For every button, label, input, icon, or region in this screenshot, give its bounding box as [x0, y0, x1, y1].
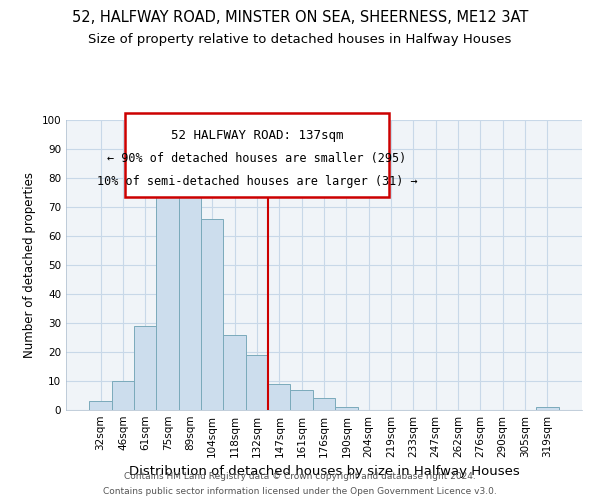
Bar [89, 402, 112, 410]
Bar [201, 218, 223, 410]
Bar [313, 398, 335, 410]
Bar [536, 407, 559, 410]
Text: 10% of semi-detached houses are larger (31) →: 10% of semi-detached houses are larger (… [97, 175, 417, 188]
Bar [335, 407, 358, 410]
Bar [157, 190, 179, 410]
Bar [134, 326, 157, 410]
Text: Contains HM Land Registry data © Crown copyright and database right 2024.: Contains HM Land Registry data © Crown c… [124, 472, 476, 481]
FancyBboxPatch shape [125, 113, 389, 197]
Bar [268, 384, 290, 410]
Text: ← 90% of detached houses are smaller (295): ← 90% of detached houses are smaller (29… [107, 152, 407, 165]
Text: Contains public sector information licensed under the Open Government Licence v3: Contains public sector information licen… [103, 487, 497, 496]
Bar [290, 390, 313, 410]
X-axis label: Distribution of detached houses by size in Halfway Houses: Distribution of detached houses by size … [128, 466, 520, 478]
Text: 52 HALFWAY ROAD: 137sqm: 52 HALFWAY ROAD: 137sqm [170, 128, 343, 141]
Bar [223, 334, 246, 410]
Y-axis label: Number of detached properties: Number of detached properties [23, 172, 36, 358]
Bar [112, 381, 134, 410]
Bar [179, 190, 201, 410]
Text: 52, HALFWAY ROAD, MINSTER ON SEA, SHEERNESS, ME12 3AT: 52, HALFWAY ROAD, MINSTER ON SEA, SHEERN… [72, 10, 528, 25]
Text: Size of property relative to detached houses in Halfway Houses: Size of property relative to detached ho… [88, 32, 512, 46]
Bar [246, 355, 268, 410]
